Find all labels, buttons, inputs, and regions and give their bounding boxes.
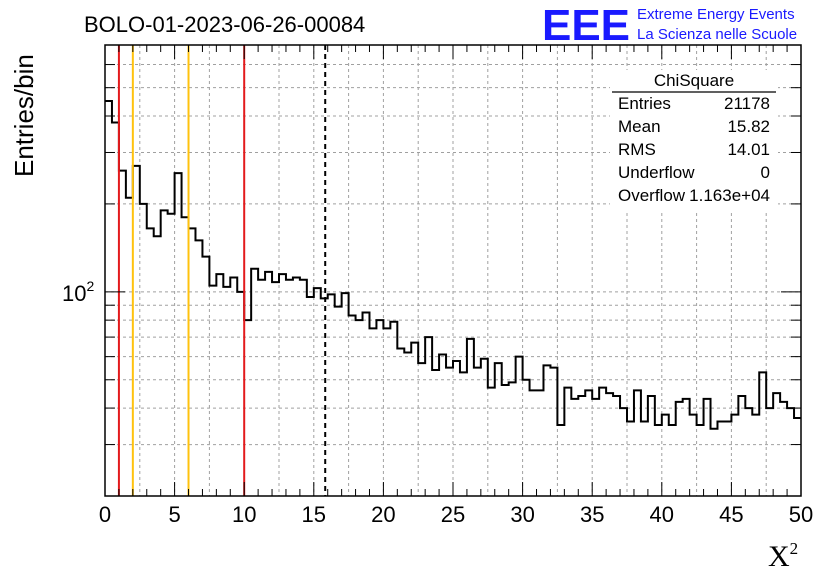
grid-lines — [105, 45, 801, 496]
y-tick-label: 102 — [62, 278, 94, 306]
stats-row-value: 21178 — [724, 94, 770, 113]
x-axis-label: X2 — [768, 539, 798, 572]
y-tick-label-exponent: 2 — [86, 278, 94, 294]
histogram-step-line — [105, 100, 801, 430]
plot-frame — [104, 44, 802, 497]
x-axis-label-exponent: 2 — [790, 539, 799, 558]
eee-logo-mark: EEE — [542, 1, 630, 50]
x-tick-label: 45 — [719, 502, 743, 527]
axis-ticks — [104, 44, 802, 497]
histogram-series — [105, 100, 801, 430]
cut-lines — [117, 45, 327, 496]
eee-logo: EEE Extreme Energy Events La Scienza nel… — [542, 1, 797, 50]
stats-box-title: ChiSquare — [654, 71, 734, 90]
y-tick-label-base: 10 — [62, 281, 86, 306]
x-tick-label: 5 — [168, 502, 180, 527]
x-tick-label: 40 — [650, 502, 674, 527]
x-tick-label: 20 — [371, 502, 395, 527]
stats-row-value: 14.01 — [727, 140, 770, 159]
x-tick-label: 10 — [232, 502, 256, 527]
stats-row-value: 1.163e+04 — [689, 186, 770, 205]
stats-box-background — [610, 70, 778, 210]
y-axis-label: Entries/bin — [9, 54, 39, 177]
eee-logo-line2: La Scienza nelle Scuole — [637, 26, 797, 43]
stats-row-label: Mean — [618, 117, 661, 136]
x-tick-label: 50 — [789, 502, 813, 527]
x-axis-label-base: X — [768, 540, 790, 572]
eee-logo-line1: Extreme Energy Events — [637, 6, 795, 23]
stats-rows: Entries 21178 Mean 15.82 RMS 14.01 Underflow 0 O… — [618, 94, 770, 205]
stats-row-label: RMS — [618, 140, 656, 159]
stats-row-label: Entries — [618, 94, 671, 113]
x-tick-label: 35 — [580, 502, 604, 527]
stats-row-label: Underflow — [618, 163, 695, 182]
x-tick-label: 30 — [510, 502, 534, 527]
y-tick-labels: 102 — [62, 278, 94, 306]
x-tick-label: 15 — [302, 502, 326, 527]
stats-row-label: Overflow — [618, 186, 686, 205]
x-tick-label: 25 — [441, 502, 465, 527]
stats-row-value: 0 — [761, 163, 770, 182]
stats-box: ChiSquare Entries 21178 Mean 15.82 RMS 14.01 U… — [610, 70, 778, 210]
x-tick-label: 0 — [99, 502, 111, 527]
stats-row-value: 15.82 — [727, 117, 770, 136]
x-tick-labels: 0 5 10 15 20 25 30 35 40 45 50 — [99, 502, 813, 527]
chart-title: BOLO-01-2023-06-26-00084 — [84, 12, 365, 37]
